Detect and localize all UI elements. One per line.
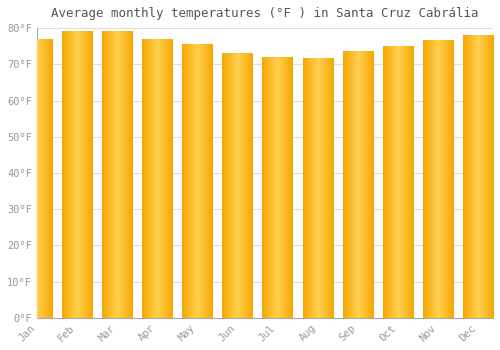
Bar xyxy=(423,41,453,318)
Bar xyxy=(383,46,413,318)
Bar xyxy=(22,39,52,318)
Bar xyxy=(182,44,212,318)
Bar xyxy=(302,59,332,318)
Bar xyxy=(142,39,172,318)
Bar xyxy=(262,57,292,318)
Bar xyxy=(62,32,92,318)
Title: Average monthly temperatures (°F ) in Santa Cruz Cabrália: Average monthly temperatures (°F ) in Sa… xyxy=(51,7,478,20)
Bar xyxy=(463,35,493,318)
Bar xyxy=(342,51,372,318)
Bar xyxy=(102,32,132,318)
Bar xyxy=(222,54,252,318)
